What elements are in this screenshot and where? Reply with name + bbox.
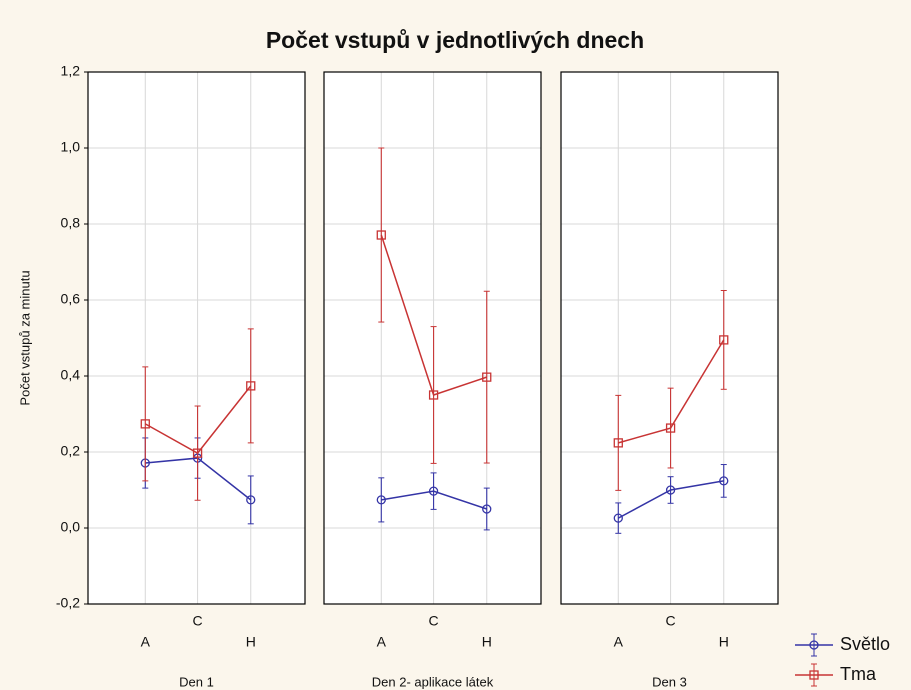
legend-marker	[809, 640, 819, 650]
data-point	[719, 335, 729, 345]
plot-area	[324, 72, 541, 604]
panel-label: Den 2- aplikace látek	[372, 674, 494, 689]
x-tick-label: H	[719, 634, 729, 650]
y-tick-label: 1,0	[61, 139, 81, 155]
data-point	[428, 486, 439, 496]
y-tick-label: 0,6	[61, 291, 81, 307]
data-point	[482, 372, 492, 382]
x-tick-label: A	[377, 634, 387, 650]
y-tick-label: 0,4	[61, 367, 81, 383]
data-point	[665, 423, 676, 433]
data-point	[246, 495, 256, 505]
x-tick-label: C	[429, 613, 439, 629]
chart-title: Počet vstupů v jednotlivých dnech	[266, 27, 644, 53]
y-tick-label: 0,0	[61, 519, 81, 535]
x-tick-label: H	[482, 634, 492, 650]
y-tick-label: 1,2	[61, 63, 81, 79]
data-point	[376, 230, 386, 240]
y-tick-label: 0,2	[61, 443, 81, 459]
data-point	[428, 390, 439, 400]
y-tick-label: 0,8	[61, 215, 81, 231]
x-tick-label: C	[193, 613, 203, 629]
data-point	[246, 381, 256, 391]
legend-label: Tma	[840, 664, 877, 684]
legend-marker	[809, 670, 819, 680]
plot-border	[87, 71, 306, 605]
x-tick-label: A	[614, 634, 624, 650]
data-point	[376, 495, 386, 505]
x-tick-label: H	[246, 634, 256, 650]
y-tick-label: -0,2	[56, 595, 80, 611]
legend-label: Světlo	[840, 634, 890, 654]
data-point	[140, 419, 150, 429]
plot-border	[560, 71, 779, 605]
plot-area	[88, 72, 305, 604]
panel-label: Den 1	[179, 674, 214, 689]
data-point	[613, 513, 623, 523]
panel-label: Den 3	[652, 674, 687, 689]
x-tick-label: C	[666, 613, 676, 629]
data-point	[192, 448, 203, 458]
plot-area	[561, 72, 778, 604]
y-axis-label: Počet vstupů za minutu	[17, 270, 32, 405]
data-point	[482, 504, 492, 514]
data-point	[613, 438, 623, 448]
plot-border	[323, 71, 542, 605]
data-point	[719, 476, 729, 486]
x-tick-label: A	[141, 634, 151, 650]
data-point	[665, 485, 676, 495]
